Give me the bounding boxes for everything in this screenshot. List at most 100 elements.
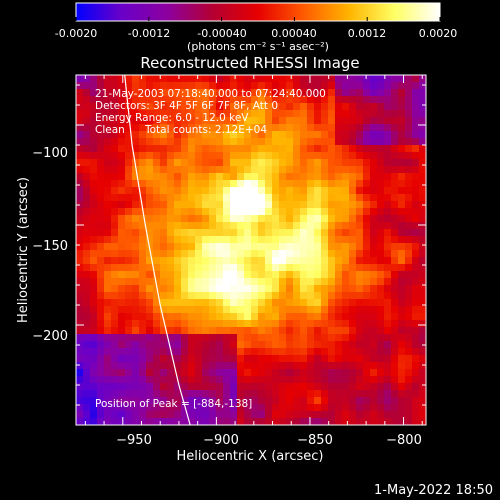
heatmap-cell xyxy=(111,180,119,188)
heatmap-cell xyxy=(160,243,168,251)
heatmap-cell xyxy=(321,180,329,188)
heatmap-cell xyxy=(356,124,364,132)
heatmap-cell xyxy=(300,229,308,237)
heatmap-cell xyxy=(195,418,203,425)
heatmap-cell xyxy=(405,82,413,90)
heatmap-cell xyxy=(419,138,426,146)
heatmap-cell xyxy=(419,271,426,279)
heatmap-cell xyxy=(223,306,231,314)
heatmap-cell xyxy=(139,285,147,293)
heatmap-cell xyxy=(139,229,147,237)
heatmap-cell xyxy=(188,278,196,286)
heatmap-cell xyxy=(125,96,133,104)
heatmap-cell xyxy=(125,124,133,132)
heatmap-cell xyxy=(209,229,217,237)
heatmap-cell xyxy=(195,278,203,286)
heatmap-cell xyxy=(97,89,105,97)
heatmap-cell xyxy=(132,250,140,258)
heatmap-cell xyxy=(272,187,280,195)
heatmap-cell xyxy=(230,334,238,342)
heatmap-cell xyxy=(314,334,322,342)
heatmap-cell xyxy=(223,285,231,293)
heatmap-cell xyxy=(328,257,336,265)
heatmap-cell xyxy=(230,278,238,286)
heatmap-cell xyxy=(342,145,350,153)
heatmap-cell xyxy=(391,355,399,363)
heatmap-cell xyxy=(202,376,210,384)
heatmap-cell xyxy=(153,89,161,97)
heatmap-cell xyxy=(202,96,210,104)
heatmap-cell xyxy=(314,271,322,279)
heatmap-cell xyxy=(286,117,294,125)
heatmap-cell xyxy=(258,320,266,328)
heatmap-cell xyxy=(111,257,119,265)
heatmap-cell xyxy=(76,264,84,272)
heatmap-cell xyxy=(272,348,280,356)
heatmap-cell xyxy=(377,418,385,425)
heatmap-cell xyxy=(335,341,343,349)
heatmap-cell xyxy=(90,278,98,286)
heatmap-cell xyxy=(153,215,161,223)
heatmap-cell xyxy=(300,96,308,104)
heatmap-cell xyxy=(209,376,217,384)
heatmap-cell xyxy=(76,327,84,335)
heatmap-cell xyxy=(195,236,203,244)
heatmap-cell xyxy=(188,313,196,321)
heatmap-cell xyxy=(132,243,140,251)
heatmap-cell xyxy=(377,292,385,300)
heatmap-cell xyxy=(342,292,350,300)
heatmap-cell xyxy=(342,173,350,181)
heatmap-cell xyxy=(97,82,105,90)
heatmap-cell xyxy=(195,110,203,118)
heatmap-cell xyxy=(321,229,329,237)
heatmap-cell xyxy=(265,201,273,209)
heatmap-cell xyxy=(363,285,371,293)
heatmap-cell xyxy=(216,327,224,335)
heatmap-cell xyxy=(405,341,413,349)
heatmap-cell xyxy=(153,362,161,370)
heatmap-cell xyxy=(118,110,126,118)
heatmap-cell xyxy=(111,89,119,97)
heatmap-cell xyxy=(279,313,287,321)
heatmap-cell xyxy=(419,383,426,391)
y-tick-label: −150 xyxy=(32,239,68,254)
heatmap-cell xyxy=(174,201,182,209)
heatmap-cell xyxy=(279,306,287,314)
heatmap-cell xyxy=(125,390,133,398)
heatmap-cell xyxy=(342,418,350,425)
heatmap-cell xyxy=(405,320,413,328)
heatmap-cell xyxy=(300,194,308,202)
heatmap-cell xyxy=(125,355,133,363)
heatmap-cell xyxy=(244,411,252,419)
heatmap-cell xyxy=(237,159,245,167)
heatmap-cell xyxy=(419,166,426,174)
heatmap-cell xyxy=(195,89,203,97)
heatmap-cell xyxy=(314,82,322,90)
heatmap-cell xyxy=(139,383,147,391)
heatmap-cell xyxy=(258,138,266,146)
heatmap-cell xyxy=(244,243,252,251)
heatmap-cell xyxy=(356,180,364,188)
heatmap-cell xyxy=(307,208,315,216)
heatmap-cell xyxy=(188,166,196,174)
heatmap-cell xyxy=(272,383,280,391)
heatmap-cell xyxy=(286,236,294,244)
heatmap-cell xyxy=(97,285,105,293)
heatmap-cell xyxy=(139,348,147,356)
heatmap-cell xyxy=(391,236,399,244)
heatmap-cell xyxy=(132,285,140,293)
heatmap-cell xyxy=(167,404,175,412)
heatmap-cell xyxy=(139,222,147,230)
heatmap-cell xyxy=(349,117,357,125)
heatmap-cell xyxy=(258,229,266,237)
heatmap-cell xyxy=(146,173,154,181)
heatmap-cell xyxy=(111,306,119,314)
heatmap-cell xyxy=(328,362,336,370)
heatmap-cell xyxy=(104,250,112,258)
heatmap-cell xyxy=(223,222,231,230)
heatmap-cell xyxy=(244,208,252,216)
heatmap-cell xyxy=(209,180,217,188)
heatmap-cell xyxy=(363,145,371,153)
heatmap-cell xyxy=(118,390,126,398)
heatmap-cell xyxy=(307,145,315,153)
